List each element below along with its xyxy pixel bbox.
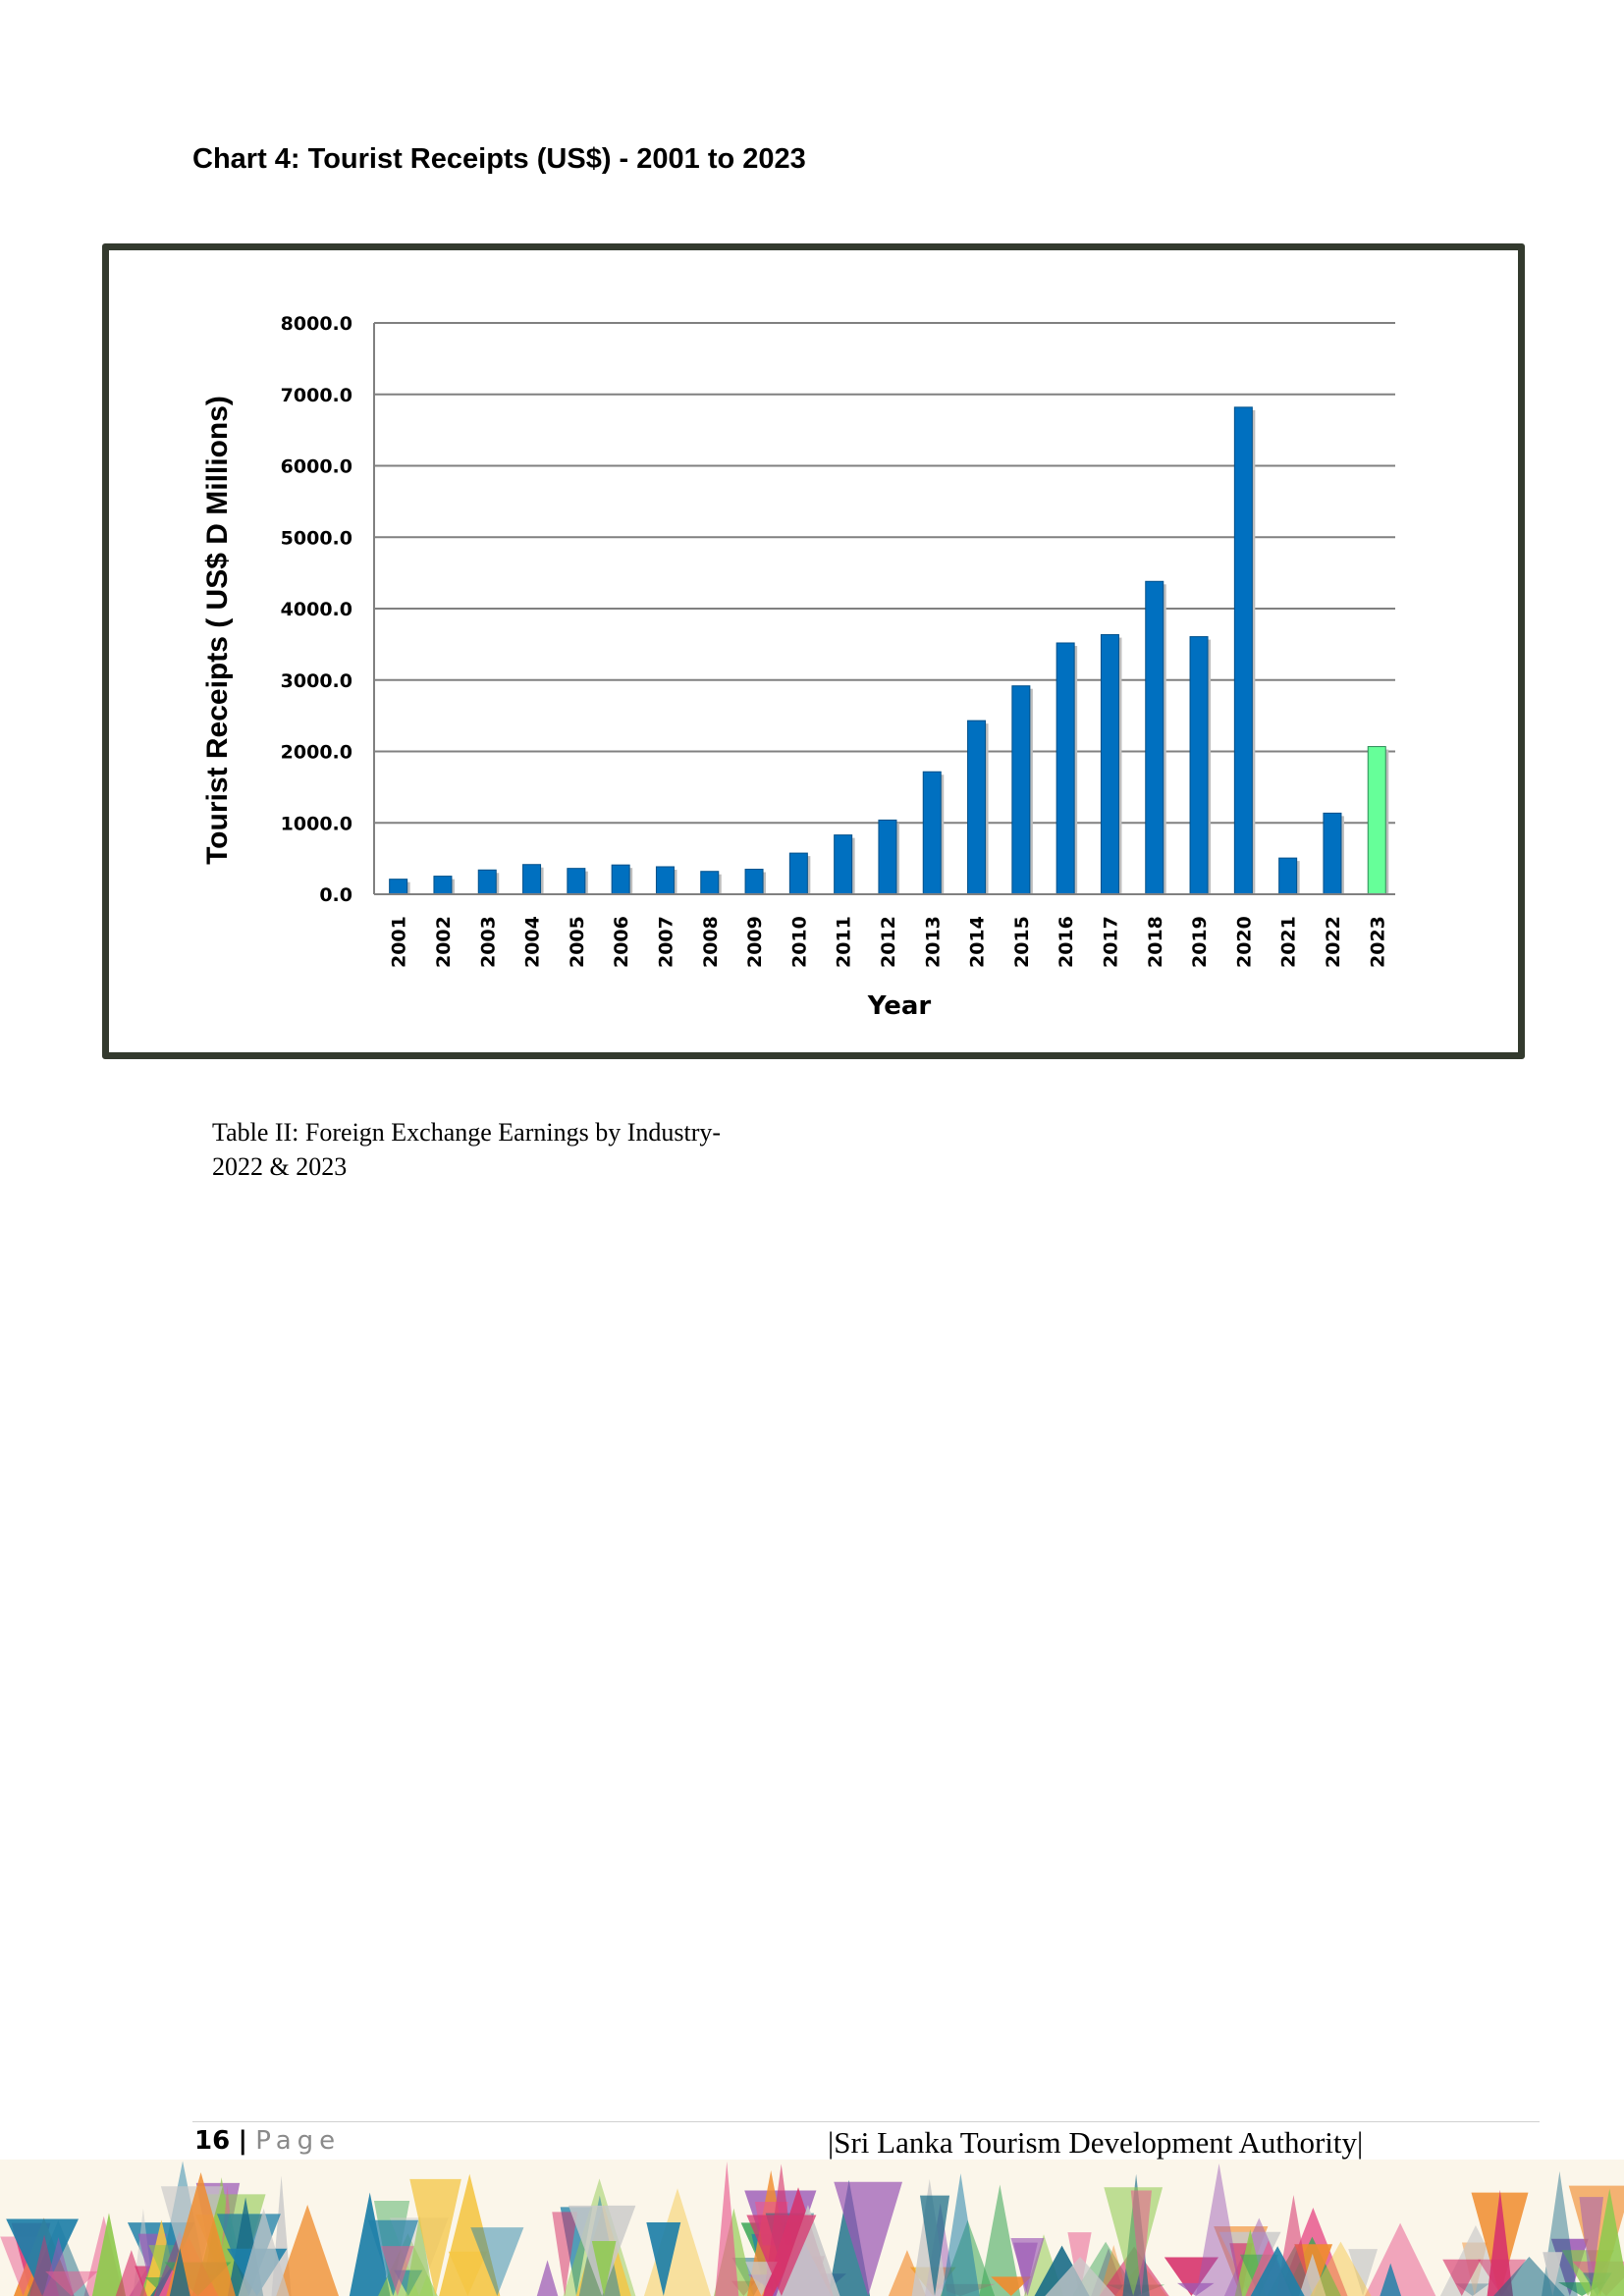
x-tick-label: 2009 bbox=[744, 916, 766, 968]
x-tick-label: 2019 bbox=[1189, 916, 1211, 968]
x-tick-label: 2018 bbox=[1145, 916, 1166, 968]
x-tick-label: 2006 bbox=[611, 916, 632, 968]
y-tick-label: 3000.0 bbox=[281, 670, 352, 692]
x-tick-label: 2023 bbox=[1367, 916, 1388, 968]
footer-page-number: 16 | Page bbox=[194, 2126, 341, 2156]
bar-2020 bbox=[1233, 406, 1253, 895]
bar-chart: 0.0 1000.0 2000.0 3000.0 4000.0 5000.0 6000.0 7… bbox=[201, 313, 1395, 1021]
footer-divider bbox=[192, 2121, 1540, 2122]
bar-2009 bbox=[744, 869, 764, 895]
y-tick-label: 6000.0 bbox=[281, 456, 352, 478]
bar-2015 bbox=[1011, 685, 1031, 895]
x-tick-label: 2008 bbox=[700, 916, 722, 968]
y-tick-label: 1000.0 bbox=[281, 813, 352, 834]
bar-2011 bbox=[834, 834, 853, 895]
bar-2012 bbox=[878, 819, 897, 895]
x-tick-label: 2017 bbox=[1100, 916, 1121, 968]
bar-2003 bbox=[477, 869, 497, 895]
x-axis-title: Year bbox=[867, 991, 932, 1021]
bar-2016 bbox=[1056, 642, 1075, 895]
y-tick-label: 5000.0 bbox=[281, 527, 352, 549]
bar-2021 bbox=[1278, 857, 1298, 895]
x-tick-label: 2012 bbox=[878, 916, 899, 968]
x-tick-label: 2022 bbox=[1323, 916, 1344, 968]
decorative-banner bbox=[0, 2160, 1624, 2296]
table-caption: Table II: Foreign Exchange Earnings by I… bbox=[212, 1118, 722, 1181]
bar-2006 bbox=[611, 864, 630, 895]
x-tick-label: 2005 bbox=[567, 916, 588, 968]
chart-frame: 0.0 1000.0 2000.0 3000.0 4000.0 5000.0 6000.0 7… bbox=[102, 243, 1525, 1059]
y-axis-title: Tourist Receipts ( US$ D Millions) bbox=[201, 396, 234, 865]
x-tick-label: 2007 bbox=[655, 916, 677, 968]
y-tick-label: 0.0 bbox=[319, 884, 352, 906]
y-tick-label: 2000.0 bbox=[281, 742, 352, 764]
page-label: Page bbox=[255, 2126, 342, 2156]
bar-2014 bbox=[967, 720, 987, 895]
bar-2013 bbox=[922, 771, 942, 895]
bar-2008 bbox=[700, 871, 720, 895]
chart-heading: Chart 4: Tourist Receipts (US$) - 2001 t… bbox=[192, 143, 806, 175]
y-tick-label: 8000.0 bbox=[281, 313, 352, 335]
bar-2023 bbox=[1367, 746, 1386, 895]
page-number: 16 bbox=[194, 2126, 231, 2156]
x-tick-label: 2015 bbox=[1011, 916, 1033, 968]
bar-2005 bbox=[567, 868, 586, 895]
x-tick-label: 2021 bbox=[1278, 916, 1300, 968]
y-tick-label: 4000.0 bbox=[281, 599, 352, 620]
bar-2022 bbox=[1323, 812, 1342, 895]
x-tick-label: 2004 bbox=[522, 916, 544, 968]
bar-2002 bbox=[433, 876, 453, 895]
x-tick-label: 2001 bbox=[389, 916, 410, 968]
x-tick-label: 2013 bbox=[922, 916, 944, 968]
bar-2010 bbox=[788, 852, 808, 895]
x-tick-label: 2003 bbox=[477, 916, 499, 968]
bar-2007 bbox=[655, 866, 675, 895]
x-tick-label: 2014 bbox=[967, 916, 989, 968]
bar-2004 bbox=[522, 864, 542, 895]
x-tick-label: 2010 bbox=[788, 916, 810, 968]
bar-2018 bbox=[1145, 580, 1164, 895]
bar-2001 bbox=[389, 879, 408, 895]
footer-organization: |Sri Lanka Tourism Development Authority… bbox=[828, 2125, 1364, 2160]
x-tick-label: 2020 bbox=[1233, 916, 1255, 968]
page-separator: | bbox=[238, 2126, 247, 2156]
x-tick-label: 2002 bbox=[433, 916, 455, 968]
y-tick-label: 7000.0 bbox=[281, 385, 352, 406]
bar-2019 bbox=[1189, 636, 1209, 895]
x-tick-label: 2016 bbox=[1056, 916, 1077, 968]
x-tick-label: 2011 bbox=[834, 916, 855, 968]
bar-2017 bbox=[1100, 634, 1119, 895]
